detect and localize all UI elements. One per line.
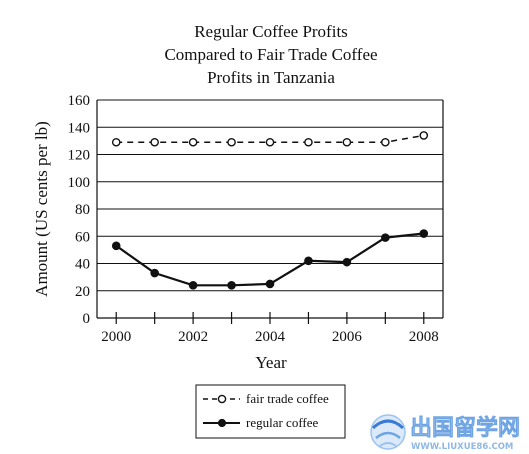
data-point-regular-2008 bbox=[419, 229, 429, 238]
data-point-fair-trade-2008 bbox=[419, 131, 429, 140]
legend: fair trade coffee regular coffee bbox=[195, 384, 346, 439]
watermark-chinese-text: 出国留学网 bbox=[410, 415, 520, 441]
y-tick-label: 140 bbox=[68, 120, 91, 136]
x-tick-label: 2006 bbox=[332, 329, 363, 345]
watermark-logo: 出国留学网 WWW.LIUXUE86.COM bbox=[370, 414, 520, 452]
chart-title-line-3: Profits in Tanzania bbox=[207, 68, 335, 87]
series-line-fair-trade bbox=[116, 134, 424, 143]
data-point-regular-2001 bbox=[150, 268, 159, 278]
y-tick-label: 0 bbox=[83, 311, 91, 327]
chart-title: Regular Coffee Profits Compared to Fair … bbox=[164, 22, 377, 87]
x-tick-label: 2008 bbox=[409, 329, 439, 345]
legend-marker-fair-trade bbox=[217, 394, 227, 404]
data-point-fair-trade-2005 bbox=[304, 137, 313, 147]
data-point-regular-2007 bbox=[381, 233, 390, 242]
legend-label-regular: regular coffee bbox=[246, 415, 319, 430]
legend-item-regular: regular coffee bbox=[203, 415, 319, 430]
legend-item-fair-trade: fair trade coffee bbox=[203, 391, 329, 406]
y-tick-label: 60 bbox=[75, 229, 90, 245]
y-tick-label: 100 bbox=[68, 175, 91, 191]
series-line-regular bbox=[115, 232, 424, 287]
data-point-regular-2000 bbox=[111, 241, 121, 251]
data-point-fair-trade-2002 bbox=[188, 137, 198, 147]
data-point-fair-trade-2007 bbox=[381, 137, 390, 147]
series bbox=[111, 131, 429, 290]
axes bbox=[96, 100, 444, 324]
legend-marker-regular bbox=[217, 418, 227, 428]
y-tick-labels: 0 20 40 60 80 100 120 140 160 bbox=[68, 93, 91, 327]
y-tick-label: 120 bbox=[68, 148, 91, 164]
legend-label-fair-trade: fair trade coffee bbox=[246, 391, 329, 406]
data-point-regular-2002 bbox=[188, 280, 198, 290]
data-point-fair-trade-2006 bbox=[342, 137, 352, 147]
data-point-fair-trade-2004 bbox=[265, 137, 275, 147]
x-tick-label: 2000 bbox=[101, 329, 131, 345]
data-point-regular-2004 bbox=[265, 279, 275, 289]
y-axis-label: Amount (US cents per lb) bbox=[32, 121, 51, 297]
x-tick-label: 2002 bbox=[178, 329, 208, 345]
data-point-fair-trade-2003 bbox=[227, 137, 236, 147]
x-tick-labels: 2000 2002 2004 2006 2008 bbox=[101, 329, 439, 345]
x-tick-label: 2004 bbox=[255, 329, 286, 345]
chart-title-line-2: Compared to Fair Trade Coffee bbox=[164, 45, 377, 64]
y-tick-label: 20 bbox=[75, 284, 90, 300]
data-point-fair-trade-2001 bbox=[150, 137, 159, 147]
data-point-regular-2006 bbox=[342, 257, 352, 267]
y-tick-label: 80 bbox=[75, 202, 90, 218]
grid-lines bbox=[97, 99, 443, 319]
data-point-regular-2003 bbox=[227, 280, 236, 290]
legend-box bbox=[195, 384, 346, 439]
watermark-globe-icon bbox=[370, 414, 406, 450]
x-axis-label: Year bbox=[255, 353, 287, 372]
data-point-fair-trade-2000 bbox=[111, 137, 121, 147]
data-point-regular-2005 bbox=[304, 256, 313, 266]
chart-title-line-1: Regular Coffee Profits bbox=[194, 22, 348, 41]
watermark-url: WWW.LIUXUE86.COM bbox=[411, 442, 513, 452]
y-tick-label: 40 bbox=[75, 257, 90, 273]
y-tick-label: 160 bbox=[68, 93, 91, 109]
